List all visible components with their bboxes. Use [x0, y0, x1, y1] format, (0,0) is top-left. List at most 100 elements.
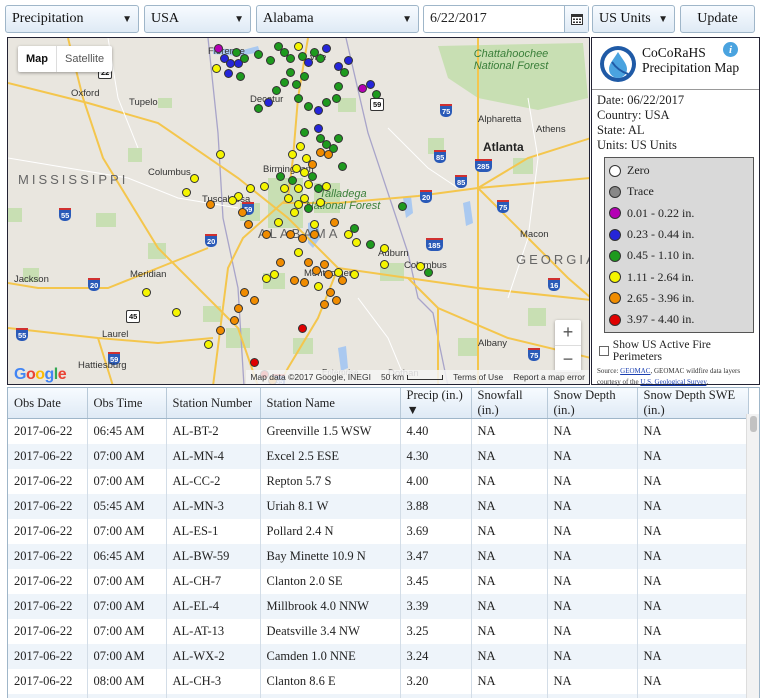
map-type-satellite-button[interactable]: Satellite: [65, 53, 105, 65]
table-row[interactable]: 2017-06-22 05:45 AM AL-MN-3 Uriah 8.1 W 3.88…: [8, 493, 749, 519]
station-marker[interactable]: [273, 41, 283, 51]
station-marker[interactable]: [287, 149, 297, 159]
usgs-link[interactable]: U.S. Geological Survey: [640, 378, 707, 387]
station-marker[interactable]: [337, 161, 347, 171]
station-marker[interactable]: [303, 101, 313, 111]
column-header[interactable]: Snow Depth SWE (in.): [637, 388, 749, 419]
station-marker[interactable]: [249, 295, 259, 305]
station-marker[interactable]: [415, 261, 425, 271]
fire-perimeters-toggle[interactable]: Show US Active Fire Perimeters: [599, 339, 759, 363]
station-marker[interactable]: [365, 239, 375, 249]
scrollbar-thumb[interactable]: [750, 416, 757, 432]
station-marker[interactable]: [297, 233, 307, 243]
station-marker[interactable]: [303, 203, 313, 213]
report-map-error-link[interactable]: Report a map error: [513, 372, 585, 382]
station-marker[interactable]: [337, 275, 347, 285]
station-marker[interactable]: [331, 295, 341, 305]
station-marker[interactable]: [309, 229, 319, 239]
zoom-in-button[interactable]: +: [555, 320, 581, 346]
station-marker[interactable]: [253, 103, 263, 113]
station-marker[interactable]: [279, 47, 289, 57]
station-marker[interactable]: [343, 229, 353, 239]
geomac-link[interactable]: GEOMAC: [620, 367, 651, 376]
station-marker[interactable]: [365, 79, 375, 89]
map-type-map-button[interactable]: Map: [18, 46, 57, 72]
station-marker[interactable]: [283, 193, 293, 203]
table-row[interactable]: 2017-06-22 07:00 AM AL-CH-7 Clanton 2.0 SE 3…: [8, 568, 749, 594]
column-header[interactable]: Station Name: [260, 388, 401, 419]
station-marker[interactable]: [321, 43, 331, 53]
station-marker[interactable]: [273, 217, 283, 227]
station-marker[interactable]: [323, 149, 333, 159]
station-marker[interactable]: [311, 265, 321, 275]
column-header[interactable]: Snow Depth (in.): [547, 388, 638, 419]
station-marker[interactable]: [287, 175, 297, 185]
station-marker[interactable]: [233, 303, 243, 313]
station-marker[interactable]: [213, 43, 223, 53]
station-marker[interactable]: [245, 183, 255, 193]
column-header[interactable]: Snowfall (in.): [471, 388, 548, 419]
station-marker[interactable]: [295, 141, 305, 151]
precipitation-map[interactable]: 5975852852255205985752018516555975652045…: [7, 37, 590, 385]
state-select[interactable]: Alabama ▼: [256, 5, 419, 33]
station-marker[interactable]: [203, 339, 213, 349]
station-marker[interactable]: [293, 199, 303, 209]
station-marker[interactable]: [315, 197, 325, 207]
station-marker[interactable]: [339, 67, 349, 77]
station-marker[interactable]: [333, 81, 343, 91]
station-marker[interactable]: [293, 41, 303, 51]
station-marker[interactable]: [379, 259, 389, 269]
station-marker[interactable]: [229, 315, 239, 325]
station-marker[interactable]: [371, 89, 381, 99]
station-marker[interactable]: [423, 267, 433, 277]
station-marker[interactable]: [313, 105, 323, 115]
table-row[interactable]: 2017-06-22 07:00 AM AL-MN-4 Excel 2.5 ESE 4.…: [8, 443, 749, 469]
calendar-button[interactable]: [564, 6, 588, 32]
station-marker[interactable]: [205, 199, 215, 209]
station-marker[interactable]: [239, 287, 249, 297]
station-marker[interactable]: [263, 97, 273, 107]
station-marker[interactable]: [259, 181, 269, 191]
station-marker[interactable]: [261, 229, 271, 239]
station-marker[interactable]: [253, 49, 263, 59]
station-marker[interactable]: [293, 183, 303, 193]
station-marker[interactable]: [271, 85, 281, 95]
station-marker[interactable]: [315, 133, 325, 143]
station-marker[interactable]: [319, 259, 329, 269]
units-select[interactable]: US Units ▼: [592, 5, 675, 33]
station-marker[interactable]: [303, 57, 313, 67]
station-marker[interactable]: [331, 93, 341, 103]
terms-of-use-link[interactable]: Terms of Use: [453, 372, 504, 382]
table-row[interactable]: 2017-06-22 06:45 AM AL-BT-2 Greenville 1.5 …: [8, 418, 749, 444]
station-marker[interactable]: [219, 53, 229, 63]
table-row[interactable]: 2017-06-22 07:00 AM AL-ES-1 Pollard 2.4 N 3.…: [8, 518, 749, 544]
station-marker[interactable]: [285, 67, 295, 77]
station-marker[interactable]: [239, 53, 249, 63]
station-marker[interactable]: [293, 93, 303, 103]
station-marker[interactable]: [243, 219, 253, 229]
station-marker[interactable]: [319, 299, 329, 309]
station-marker[interactable]: [291, 79, 301, 89]
station-marker[interactable]: [215, 325, 225, 335]
station-marker[interactable]: [249, 357, 259, 367]
station-marker[interactable]: [297, 51, 307, 61]
station-marker[interactable]: [309, 219, 319, 229]
station-marker[interactable]: [235, 71, 245, 81]
station-marker[interactable]: [141, 287, 151, 297]
station-marker[interactable]: [231, 47, 241, 57]
station-marker[interactable]: [313, 123, 323, 133]
station-marker[interactable]: [321, 97, 331, 107]
station-marker[interactable]: [215, 149, 225, 159]
station-marker[interactable]: [343, 55, 353, 65]
station-marker[interactable]: [223, 68, 233, 78]
station-marker[interactable]: [299, 193, 309, 203]
station-marker[interactable]: [333, 267, 343, 277]
info-icon[interactable]: i: [723, 42, 738, 57]
station-marker[interactable]: [349, 223, 359, 233]
station-marker[interactable]: [233, 58, 243, 68]
column-header[interactable]: Precip (in.) ▼: [400, 388, 472, 419]
station-marker[interactable]: [321, 181, 331, 191]
station-marker[interactable]: [323, 269, 333, 279]
station-marker[interactable]: [315, 53, 325, 63]
